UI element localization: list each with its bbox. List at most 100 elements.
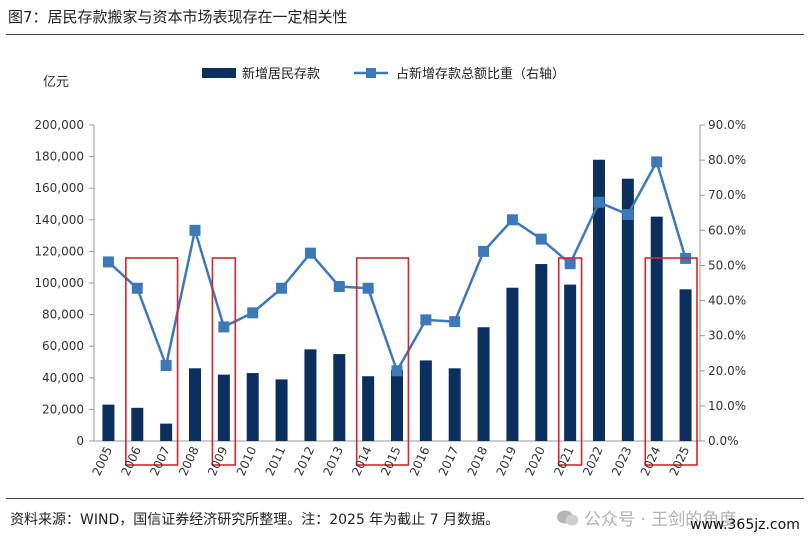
line-point [218, 321, 230, 333]
bar [448, 368, 461, 441]
legend-label-bars: 新增居民存款 [242, 66, 320, 82]
x-tick-label: 2020 [522, 444, 548, 478]
bar [564, 284, 577, 441]
legend-swatch-marker [366, 68, 376, 78]
x-tick-label: 2008 [176, 444, 202, 478]
line-point [304, 247, 316, 259]
right-tick-label: 70.0% [708, 188, 746, 202]
left-tick-label: 60,000 [42, 339, 84, 353]
right-tick-label: 0.0% [708, 434, 739, 448]
x-tick-label: 2012 [292, 444, 318, 478]
line-point [506, 214, 518, 226]
x-tick-label: 2024 [638, 444, 664, 478]
line-point [391, 365, 403, 377]
bar [506, 287, 519, 441]
bar [102, 404, 115, 441]
left-tick-label: 80,000 [42, 308, 84, 322]
x-tick-label: 2021 [551, 444, 577, 478]
bar [217, 374, 230, 441]
right-tick-label: 20.0% [708, 364, 746, 378]
line-point [593, 196, 605, 208]
chart: 亿元 新增居民存款 占新增存款总额比重（右轴） 0 20,000 40,000 60,… [34, 66, 746, 478]
watermark: 公众号 · 王剑的角度 [584, 510, 737, 530]
wechat-icon [557, 510, 579, 526]
left-tick-label: 140,000 [34, 213, 84, 227]
bar [275, 379, 288, 441]
left-tick-label: 40,000 [42, 371, 84, 385]
x-tick-label: 2018 [465, 444, 491, 478]
left-tick-label: 120,000 [34, 244, 84, 258]
legend: 新增居民存款 占新增存款总额比重（右轴） [202, 66, 565, 82]
line-point [622, 209, 634, 221]
footer-divider [6, 498, 804, 499]
right-tick-label: 10.0% [708, 399, 746, 413]
right-tick-label: 30.0% [708, 329, 746, 343]
bar [333, 354, 346, 441]
right-tick-label: 90.0% [708, 118, 746, 132]
highlight-box [211, 257, 237, 466]
line-point [564, 258, 576, 270]
left-tick-label: 20,000 [42, 402, 84, 416]
x-tick-label: 2009 [205, 444, 231, 478]
highlight-box [355, 257, 410, 466]
bar [362, 376, 375, 441]
left-tick-label: 200,000 [34, 118, 84, 132]
figure-title: 图7：居民存款搬家与资本市场表现存在一定相关性 [8, 8, 348, 26]
line-point [333, 281, 345, 293]
x-tick-label: 2016 [407, 444, 433, 478]
line-point [102, 256, 114, 268]
title-divider [6, 34, 804, 35]
bar [131, 407, 144, 441]
left-tick-label: 100,000 [34, 276, 84, 290]
line-point [362, 282, 374, 294]
highlight-box [125, 257, 179, 466]
left-axis-unit: 亿元 [43, 75, 69, 90]
highlight-box [644, 257, 698, 466]
x-tick-label: 2013 [320, 444, 346, 478]
line-point [478, 245, 490, 257]
line-point [131, 282, 143, 294]
line-point [651, 156, 663, 168]
line-point [247, 307, 259, 319]
bar [621, 178, 634, 441]
bar [477, 327, 490, 441]
left-tick-label: 0 [76, 434, 84, 448]
right-tick-label: 60.0% [708, 223, 746, 237]
line-point [420, 314, 432, 326]
highlight-boxes [125, 257, 698, 466]
bar [189, 368, 201, 441]
x-tick-labels: 2005 2006 2007 2008 2009 2010 2011 2012 2013 2014… [90, 444, 693, 478]
right-tick-label: 40.0% [708, 294, 746, 308]
x-tick-label: 2015 [378, 444, 404, 478]
bar-series [102, 159, 692, 441]
line-series [102, 156, 692, 377]
x-tick-label: 2019 [494, 444, 520, 478]
x-tick-label: 2022 [580, 444, 606, 478]
bar [679, 289, 692, 441]
watermark-url: www.365jz.com [690, 517, 800, 533]
x-tick-label: 2025 [667, 444, 693, 478]
legend-swatch-bars [202, 68, 236, 78]
x-tick-label: 2023 [609, 444, 635, 478]
right-tick-label: 50.0% [708, 258, 746, 272]
bar [535, 264, 548, 441]
line-point [160, 360, 172, 372]
line-point [449, 316, 461, 328]
left-tick-label: 180,000 [34, 150, 84, 164]
left-tick-label: 160,000 [34, 181, 84, 195]
bar [304, 349, 317, 441]
x-tick-label: 2010 [234, 444, 260, 478]
x-tick-label: 2014 [349, 444, 375, 478]
legend-label-line: 占新增存款总额比重（右轴） [396, 66, 565, 82]
x-tick-label: 2017 [436, 444, 462, 478]
bar [246, 373, 259, 441]
bar [391, 369, 403, 441]
bar [593, 159, 605, 441]
x-tick-label: 2006 [118, 444, 144, 478]
bar [650, 216, 663, 441]
x-tick-label: 2011 [263, 444, 289, 478]
source-note: 资料来源：WIND，国信证券经济研究所整理。注：2025 年为截止 7 月数据。 [10, 512, 500, 528]
x-tick-label: 2005 [90, 444, 116, 478]
bar [160, 423, 173, 441]
right-tick-label: 80.0% [708, 153, 746, 167]
